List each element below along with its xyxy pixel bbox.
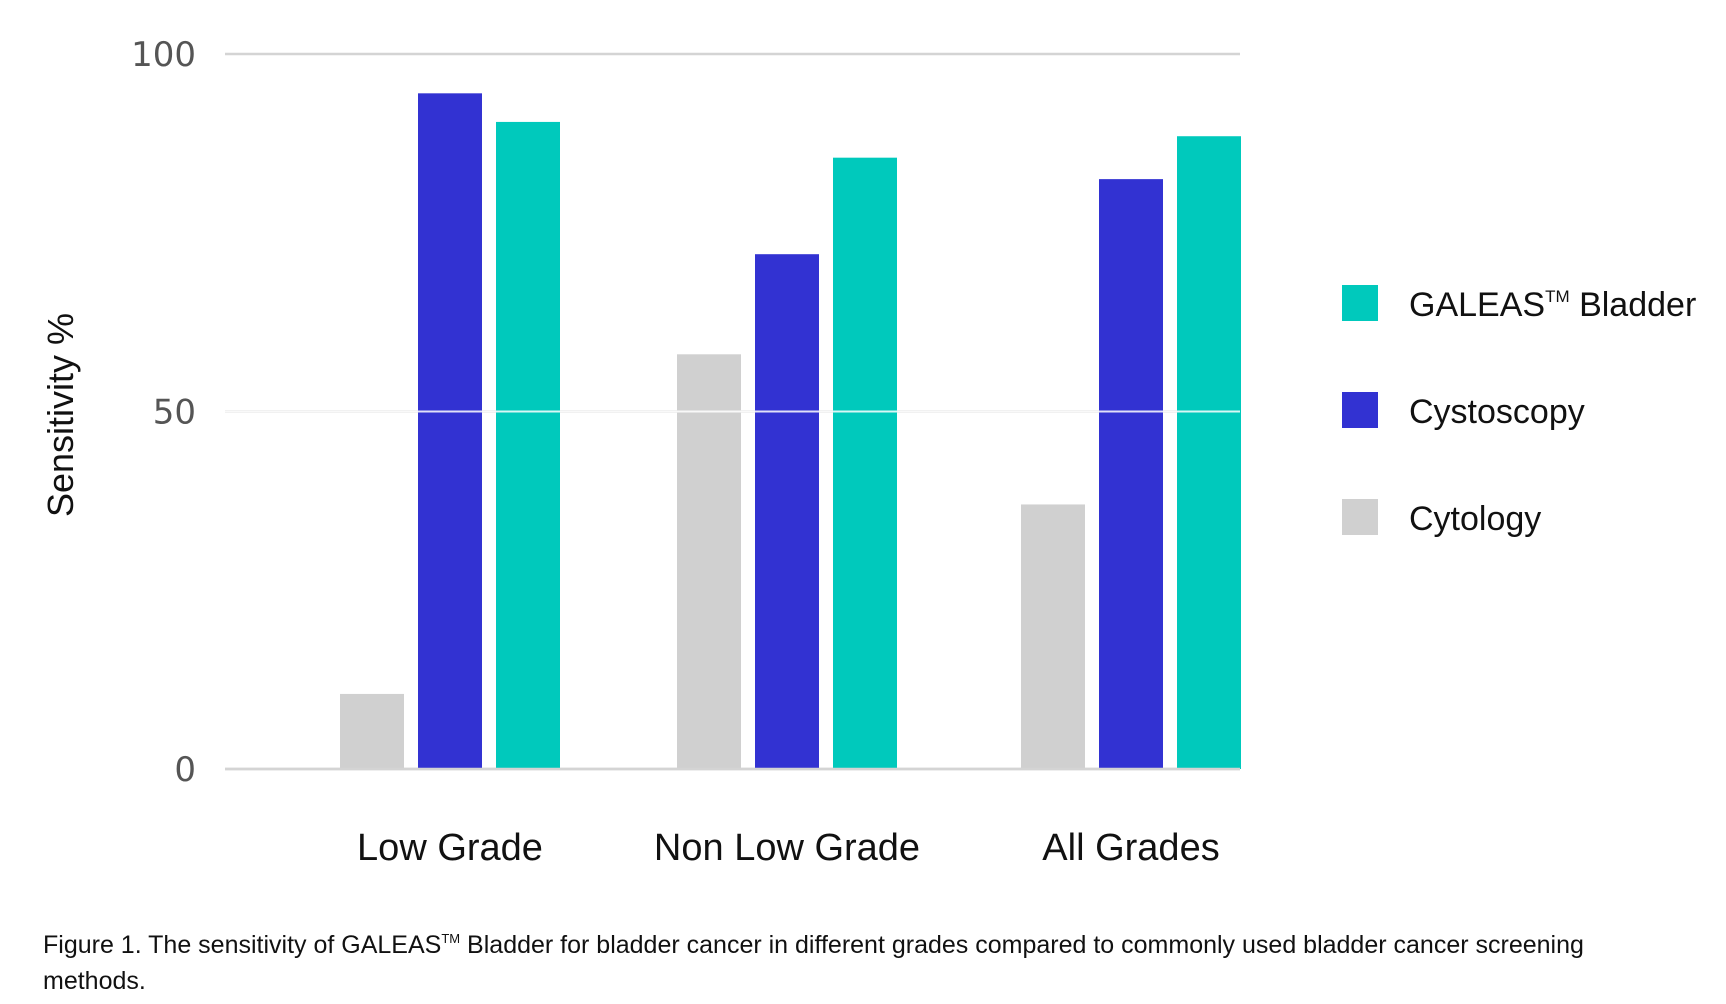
bar-all-grades-2 xyxy=(1177,136,1241,770)
bar-non-low-grade-0 xyxy=(677,354,741,769)
caption-trademark: TM xyxy=(441,931,461,946)
legend-swatch xyxy=(1342,392,1378,428)
caption-text-end: Bladder for bladder cancer in different … xyxy=(460,931,1584,959)
y-tick-label: 100 xyxy=(131,35,196,75)
legend-swatch xyxy=(1342,499,1378,535)
x-category-label: All Grades xyxy=(1042,827,1219,869)
y-tick-labels: 0 50 100 xyxy=(131,35,196,790)
bars xyxy=(225,93,1241,771)
y-tick-label: 0 xyxy=(174,750,196,790)
legend-swatch xyxy=(1342,285,1378,321)
legend-label: Cystoscopy xyxy=(1409,393,1585,431)
legend-label: Cytology xyxy=(1409,500,1541,538)
legend-label: GALEASTM Bladder xyxy=(1409,286,1696,324)
x-category-labels: Low Grade Non Low Grade All Grades xyxy=(357,827,1220,869)
x-category-label: Low Grade xyxy=(357,827,543,869)
caption-text-start: Figure 1. The sensitivity of GALEAS xyxy=(43,931,442,959)
bar-low-grade-2 xyxy=(496,121,560,770)
x-category-label: Non Low Grade xyxy=(654,827,920,869)
bar-all-grades-0 xyxy=(1021,504,1085,769)
y-tick-label: 50 xyxy=(153,393,196,433)
bar-non-low-grade-1 xyxy=(755,254,819,769)
bar-all-grades-1 xyxy=(1099,179,1163,769)
figure-caption: Figure 1. The sensitivity of GALEASTM Bl… xyxy=(43,921,1703,999)
bar-low-grade-1 xyxy=(418,93,482,769)
y-axis-label: Sensitivity % xyxy=(40,313,81,517)
legend: GALEASTM Bladder Cystoscopy Cytology xyxy=(1342,285,1696,538)
bar-low-grade-0 xyxy=(340,693,404,769)
bar-non-low-grade-2 xyxy=(833,157,897,770)
caption-text-line2: methods. xyxy=(43,967,146,995)
